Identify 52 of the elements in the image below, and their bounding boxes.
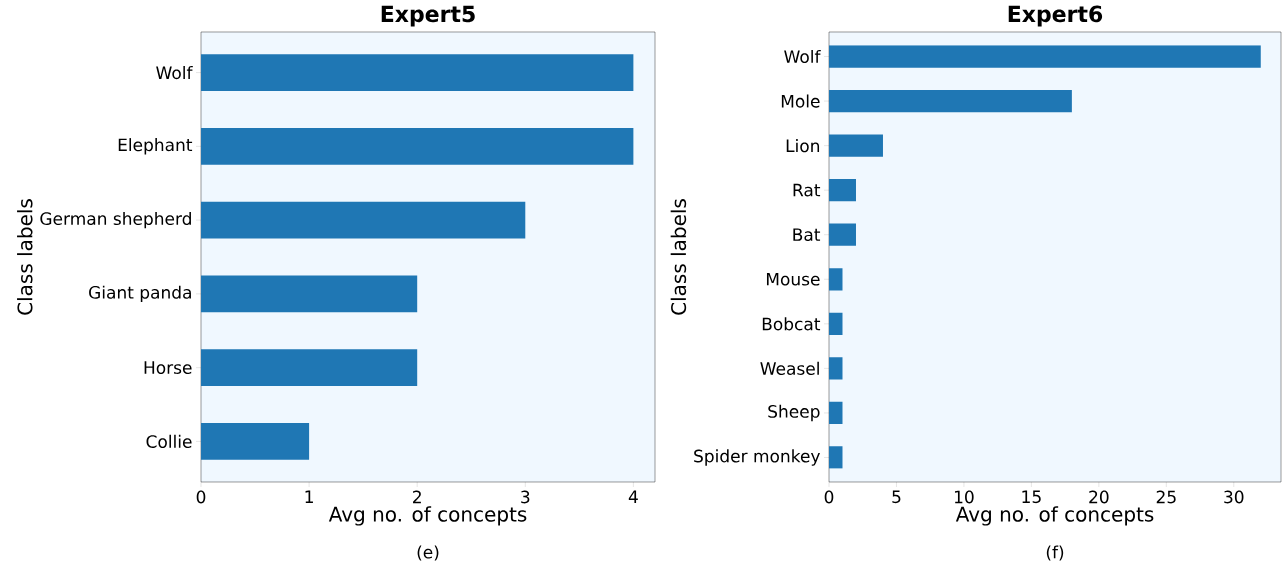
x-tick-label: 5 [892, 490, 901, 504]
bar [829, 223, 856, 246]
y-tick-label: Spider monkey [694, 449, 820, 466]
y-tick-label: Sheep [768, 404, 820, 422]
bar [201, 349, 418, 387]
y-tick-label: Bat [793, 228, 821, 242]
y-tick-label: Weasel [760, 361, 819, 375]
chart-title: Expert6 [1008, 5, 1103, 27]
bar [201, 422, 310, 460]
x-tick-label: 2 [413, 490, 421, 504]
x-tick-label: 25 [1156, 490, 1176, 504]
x-axis-title: Avg no. of concepts [328, 506, 527, 526]
x-tick-label: 20 [1089, 490, 1109, 504]
y-tick-label: Giant panda [89, 285, 191, 303]
x-tick-label: 15 [1022, 490, 1041, 504]
x-tick-label: 4 [628, 490, 638, 503]
chart-title: Expert5 [381, 5, 475, 27]
y-tick-label: Mouse [766, 272, 820, 286]
bar [829, 401, 843, 425]
y-tick-label: Horse [144, 361, 192, 374]
x-tick-label: 0 [196, 490, 206, 504]
bar [829, 312, 843, 335]
y-axis-title: Class labels [670, 199, 687, 315]
y-tick-label: German shepherd [40, 211, 191, 229]
x-tick-label: 10 [954, 490, 974, 504]
bar [201, 54, 634, 92]
y-tick-label: Lion [786, 139, 820, 153]
bar [829, 268, 843, 291]
bar [829, 179, 856, 202]
y-tick-label: Wolf [784, 49, 821, 64]
y-tick-label: Mole [781, 94, 820, 108]
x-tick-label: 1 [305, 490, 313, 503]
bar [829, 357, 843, 380]
y-axis-title: Class labels [17, 199, 33, 315]
y-tick-label: Bobcat [762, 317, 821, 331]
x-tick-label: 0 [824, 490, 834, 504]
y-tick-label: Wolf [156, 65, 193, 80]
bar [829, 134, 883, 157]
bar [829, 446, 843, 469]
x-tick-label: 30 [1224, 490, 1244, 504]
y-tick-label: Rat [793, 183, 821, 197]
bar [829, 45, 1261, 68]
bar [201, 201, 526, 239]
bar [829, 89, 1072, 113]
text: (e) [417, 545, 439, 561]
bar [201, 275, 418, 313]
x-axis-title: Avg no. of concepts [955, 506, 1154, 526]
y-tick-label: Collie [146, 434, 192, 448]
x-tick-label: 3 [521, 490, 530, 504]
text: (f) [1046, 545, 1064, 561]
bar [201, 127, 634, 165]
y-tick-label: Elephant [118, 138, 193, 155]
